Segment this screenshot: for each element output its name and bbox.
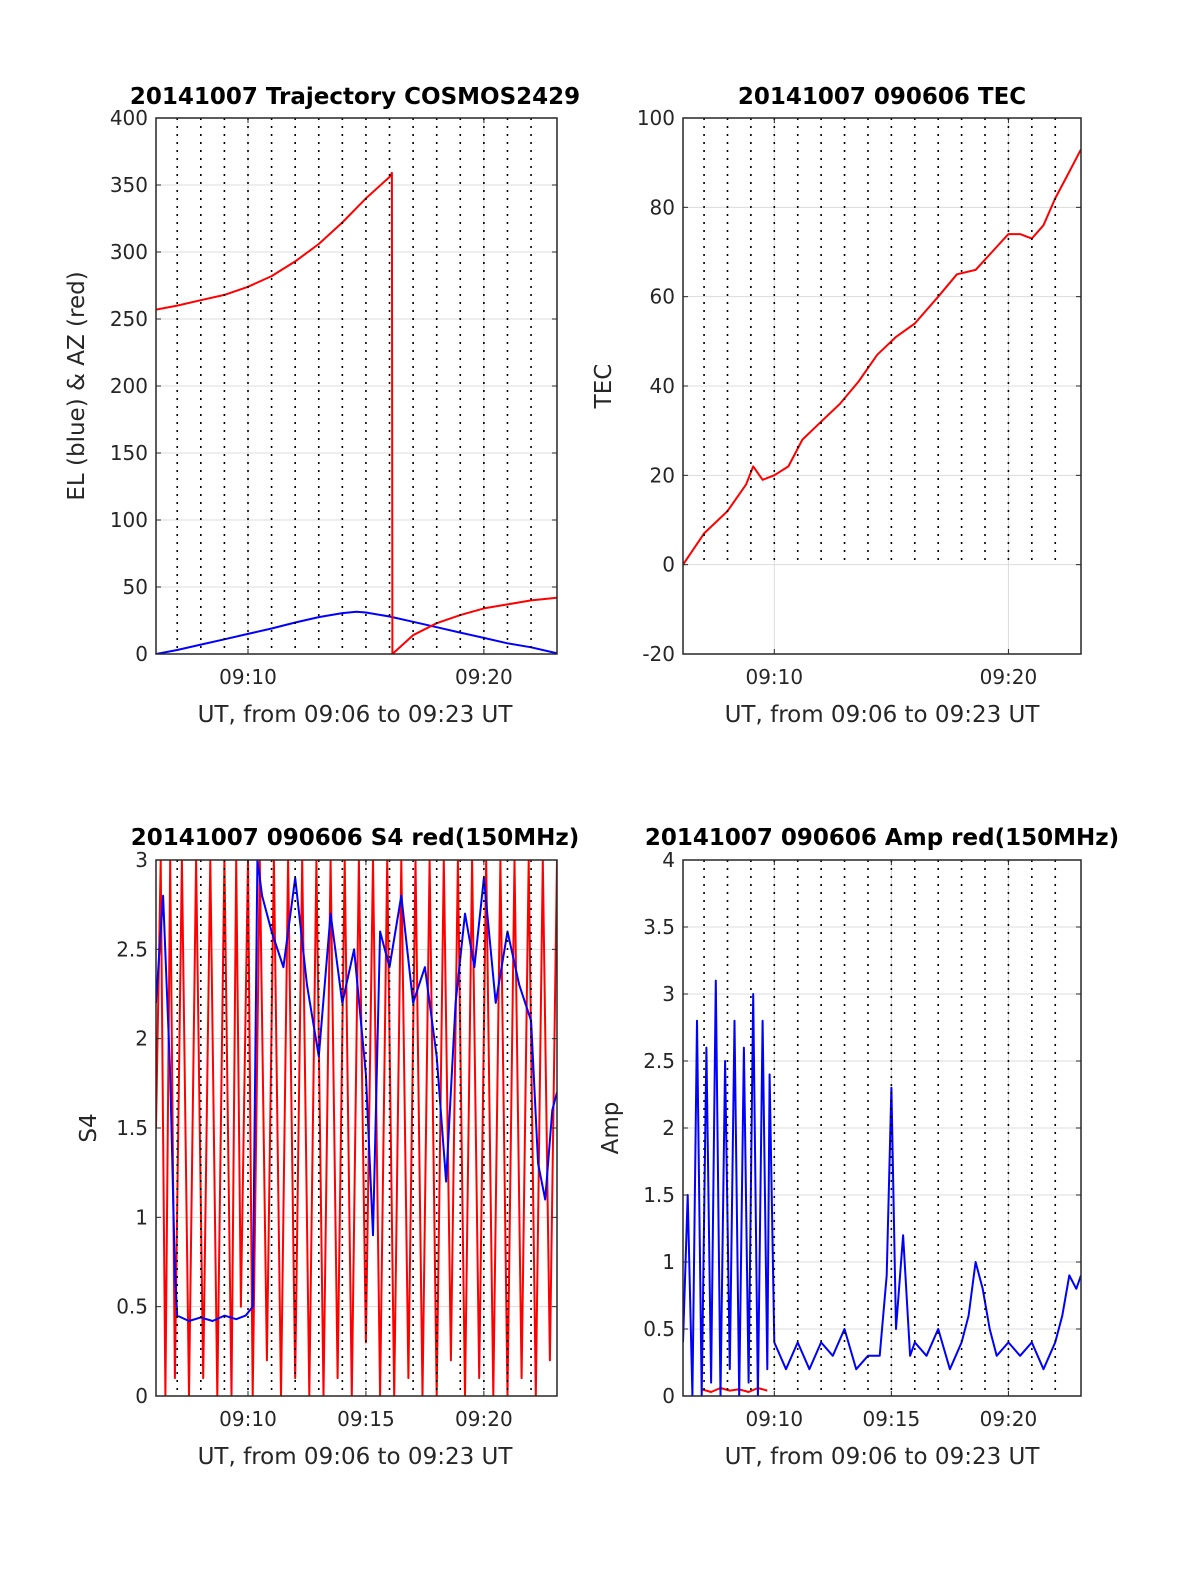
s4-xtick-label-1: 09:15 <box>337 1407 395 1431</box>
s4-ytick-label-4: 2 <box>135 1027 148 1051</box>
trajectory-ytick-label-8: 400 <box>110 106 148 130</box>
tec-ytick-label-3: 40 <box>650 374 675 398</box>
tec-ytick-label-1: 0 <box>662 553 675 577</box>
amp-xtick-label-2: 09:20 <box>980 1407 1038 1431</box>
amp-ytick-label-3: 1.5 <box>643 1183 675 1207</box>
tec-xlabel: UT, from 09:06 to 09:23 UT <box>725 702 1041 728</box>
tec-series-layer <box>683 148 1081 566</box>
trajectory-ytick-label-1: 50 <box>123 575 148 599</box>
trajectory-xlabel: UT, from 09:06 to 09:23 UT <box>198 702 514 728</box>
amp-ytick-label-2: 1 <box>662 1250 675 1274</box>
amp-ytick-label-0: 0 <box>662 1384 675 1408</box>
tec-ytick-label-2: 20 <box>650 463 675 487</box>
trajectory-ytick-label-4: 200 <box>110 374 148 398</box>
amp-ytick-label-1: 0.5 <box>643 1317 675 1341</box>
trajectory-ytick-label-7: 350 <box>110 173 148 197</box>
amp-ytick-label-8: 4 <box>662 848 675 872</box>
trajectory-xtick-label-0: 09:10 <box>219 665 277 689</box>
trajectory-ytick-label-2: 100 <box>110 508 148 532</box>
amp-ylabel: Amp <box>598 1102 624 1155</box>
amp-xtick-label-1: 09:15 <box>863 1407 921 1431</box>
tec-ytick-label-4: 60 <box>650 285 675 309</box>
amp-title: 20141007 090606 Amp red(150MHz) <box>645 825 1119 851</box>
s4-ytick-label-0: 0 <box>135 1384 148 1408</box>
amp-ytick-label-6: 3 <box>662 982 675 1006</box>
tec-ytick-label-6: 100 <box>637 106 675 130</box>
s4-ylabel: S4 <box>76 1113 102 1142</box>
amp-ytick-label-5: 2.5 <box>643 1049 675 1073</box>
tec-panel: 20141007 090606 TEC UT, from 09:06 to 09… <box>591 84 1082 728</box>
s4-title: 20141007 090606 S4 red(150MHz) <box>131 825 580 851</box>
s4-series-0 <box>156 860 557 1396</box>
trajectory-series-1 <box>156 171 557 654</box>
tec-ytick-label-5: 80 <box>650 195 675 219</box>
amp-xtick-label-0: 09:10 <box>745 1407 803 1431</box>
tec-ylabel: TEC <box>591 364 617 410</box>
tec-title: 20141007 090606 TEC <box>738 84 1026 110</box>
trajectory-ylabel: EL (blue) & AZ (red) <box>64 271 90 500</box>
trajectory-minute-markers <box>176 118 532 654</box>
amp-ytick-label-7: 3.5 <box>643 915 675 939</box>
trajectory-ytick-label-6: 300 <box>110 240 148 264</box>
trajectory-xtick-label-1: 09:20 <box>455 665 513 689</box>
tec-xtick-label-0: 09:10 <box>745 665 803 689</box>
s4-xtick-label-0: 09:10 <box>219 1407 277 1431</box>
trajectory-ytick-label-5: 250 <box>110 307 148 331</box>
amp-series-layer <box>683 979 1081 1396</box>
s4-series-layer <box>156 860 557 1396</box>
s4-ytick-label-3: 1.5 <box>116 1116 148 1140</box>
s4-ytick-label-1: 0.5 <box>116 1295 148 1319</box>
s4-ytick-label-2: 1 <box>135 1205 148 1229</box>
trajectory-panel: 20141007 Trajectory COSMOS2429 UT, from … <box>64 84 580 728</box>
s4-xtick-label-2: 09:20 <box>455 1407 513 1431</box>
s4-ytick-label-5: 2.5 <box>116 937 148 961</box>
trajectory-ytick-label-3: 150 <box>110 441 148 465</box>
trajectory-ytick-label-0: 0 <box>135 642 148 666</box>
s4-ytick-label-6: 3 <box>135 848 148 872</box>
amp-panel: 20141007 090606 Amp red(150MHz) UT, from… <box>598 825 1119 1470</box>
amp-xlabel: UT, from 09:06 to 09:23 UT <box>725 1444 1041 1470</box>
trajectory-title: 20141007 Trajectory COSMOS2429 <box>130 84 580 110</box>
s4-series-1 <box>156 860 557 1322</box>
s4-xlabel: UT, from 09:06 to 09:23 UT <box>198 1444 514 1470</box>
s4-minute-markers <box>176 860 532 1396</box>
tec-xtick-label-1: 09:20 <box>980 665 1038 689</box>
tec-series-0 <box>683 148 1081 566</box>
amp-series-1 <box>683 979 1081 1396</box>
amp-series-0 <box>701 1387 768 1393</box>
amp-ytick-label-4: 2 <box>662 1116 675 1140</box>
s4-panel: 20141007 090606 S4 red(150MHz) UT, from … <box>76 825 579 1470</box>
tec-ytick-label-0: -20 <box>642 642 675 666</box>
amp-minute-markers <box>703 860 1057 1396</box>
